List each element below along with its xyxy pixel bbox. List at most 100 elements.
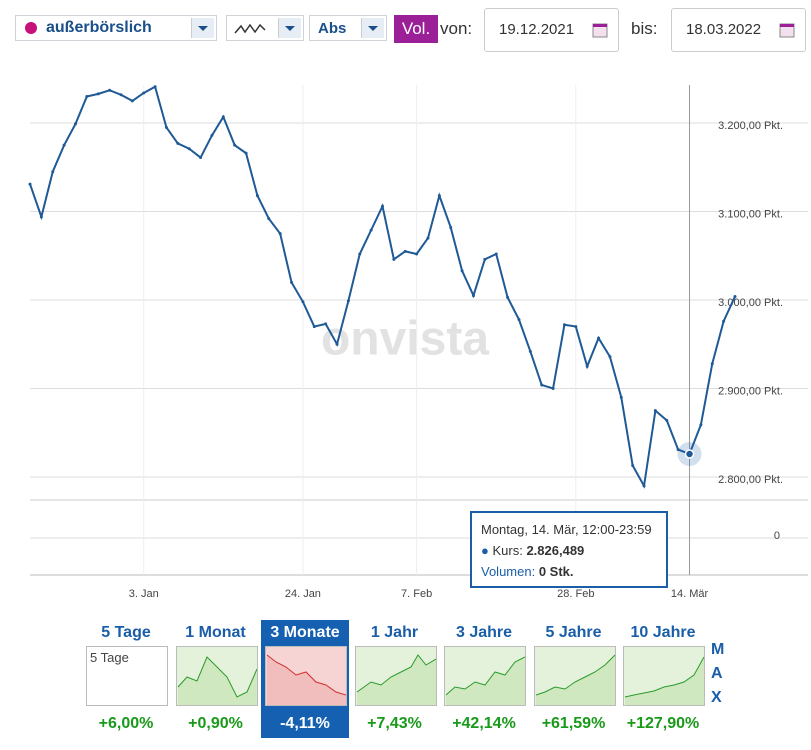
- dropdown-arrow: [278, 18, 301, 38]
- period-tab[interactable]: 5 Jahre +61,59%: [530, 620, 618, 738]
- point: [358, 252, 362, 256]
- mode-text: Abs: [318, 20, 347, 37]
- point: [346, 299, 350, 303]
- period-label: 5 Jahre: [545, 624, 602, 641]
- chart-type-select[interactable]: [226, 15, 304, 41]
- point: [483, 257, 487, 261]
- point: [312, 325, 316, 329]
- period-tab[interactable]: 3 Jahre +42,14%: [440, 620, 528, 738]
- volume-toggle[interactable]: Vol.: [394, 15, 438, 43]
- period-change: +7,43%: [367, 715, 422, 732]
- period-change: +127,90%: [626, 715, 700, 732]
- sparkline: [356, 654, 436, 705]
- point: [585, 364, 589, 368]
- y-tick-label: 3.100,00 Pkt.: [718, 208, 783, 220]
- period-tab[interactable]: 5 Tage 5 Tage +6,00%: [82, 620, 170, 738]
- tooltip-volume-row: Volumen: 0 Stk.: [481, 561, 657, 582]
- point: [164, 125, 168, 129]
- to-label: bis:: [631, 19, 658, 38]
- period-change: +42,14%: [452, 715, 516, 732]
- period-tab[interactable]: 1 Jahr +7,43%: [351, 620, 439, 738]
- point: [710, 362, 714, 366]
- period-change: -4,11%: [280, 715, 330, 732]
- point: [130, 99, 134, 103]
- point: [494, 252, 498, 256]
- point: [233, 143, 237, 147]
- exchange-text: außerbörslich: [46, 19, 152, 36]
- to-date[interactable]: 18.03.2022: [671, 8, 806, 52]
- tooltip-price-label: Kurs:: [492, 543, 523, 558]
- line-icon: [234, 23, 266, 34]
- x-tick-label: 14. Mär: [671, 588, 709, 600]
- point: [369, 228, 373, 232]
- from-label: von:: [440, 19, 473, 38]
- volume-tick-label: 0: [774, 530, 780, 542]
- point: [73, 122, 77, 126]
- point: [324, 322, 328, 326]
- point: [108, 88, 112, 92]
- exchange-select[interactable]: außerbörslich: [15, 15, 217, 41]
- point: [176, 141, 180, 145]
- point: [608, 355, 612, 359]
- point: [528, 349, 532, 353]
- thumbnail: [623, 646, 705, 706]
- calendar-icon: [592, 23, 608, 38]
- point: [119, 93, 123, 97]
- point: [562, 323, 566, 327]
- point: [619, 395, 623, 399]
- point: [437, 194, 441, 198]
- period-change: +0,90%: [188, 715, 243, 732]
- thumbnail: [175, 646, 258, 706]
- point: [722, 319, 726, 323]
- point: [381, 204, 384, 208]
- point: [278, 232, 282, 236]
- point: [392, 257, 396, 261]
- period-label: 10 Jahre: [630, 624, 696, 641]
- period-tab[interactable]: 1 Monat +0,90%: [172, 620, 260, 738]
- max-letter: X: [711, 689, 722, 706]
- point: [335, 342, 339, 346]
- thumbnail: 5 Tage: [86, 646, 168, 706]
- price-line: [29, 85, 736, 489]
- sparkline: [177, 656, 257, 705]
- point: [221, 115, 225, 119]
- point: [199, 156, 203, 160]
- chart: onvista 2.800,00 Pkt. 2.900,00 Pkt. 3.000,…: [28, 85, 808, 600]
- thumbnail: [354, 646, 437, 706]
- period-label: 1 Monat: [185, 624, 246, 641]
- dropdown-arrow: [361, 18, 384, 38]
- thumbnail: [444, 646, 526, 706]
- period-label: 5 Tage: [101, 624, 151, 641]
- point: [153, 85, 157, 89]
- point: [267, 217, 271, 221]
- point: [244, 151, 248, 155]
- y-tick-label: 2.900,00 Pkt.: [718, 385, 783, 397]
- point: [551, 387, 555, 391]
- point: [28, 182, 32, 186]
- max-letter: M: [711, 641, 725, 658]
- from-date-text: 19.12.2021: [499, 21, 575, 38]
- point: [51, 170, 55, 174]
- thumbnail-text: 5 Tage: [90, 650, 129, 665]
- point: [460, 269, 464, 273]
- tooltip-price: 2.826,489: [526, 543, 585, 558]
- y-tick-label: 3.000,00 Pkt.: [718, 297, 783, 309]
- mode-select[interactable]: Abs: [309, 15, 387, 41]
- from-date[interactable]: 19.12.2021: [484, 8, 619, 52]
- sparkline: [535, 654, 615, 705]
- calendar-icon: [779, 23, 795, 38]
- to-date-text: 18.03.2022: [686, 21, 762, 38]
- x-tick-label: 7. Feb: [401, 588, 432, 600]
- period-tab[interactable]: 10 Jahre +127,90%: [619, 620, 707, 738]
- period-tab[interactable]: 3 Monate -4,11%: [261, 620, 349, 738]
- watermark: onvista: [321, 313, 489, 366]
- point: [471, 294, 475, 298]
- tooltip-price-row: ● Kurs: 2.826,489: [481, 543, 585, 558]
- point: [142, 91, 146, 95]
- point: [449, 225, 453, 229]
- tooltip: Montag, 14. Mär, 12:00-23:59 ● Kurs: 2.8…: [470, 511, 668, 588]
- point: [665, 418, 669, 422]
- thumbnail: [265, 646, 347, 706]
- point: [255, 194, 259, 198]
